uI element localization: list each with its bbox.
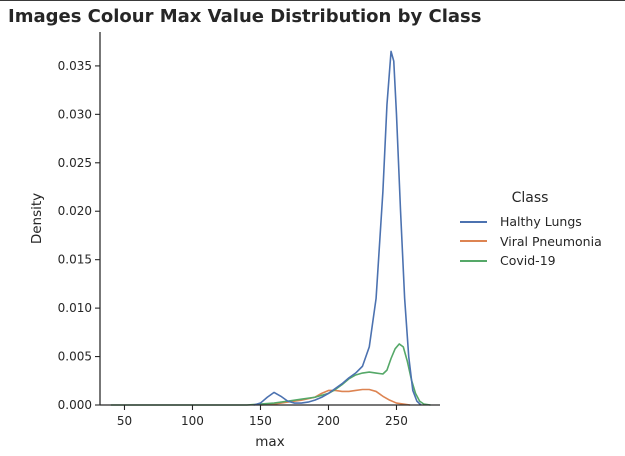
y-tick-label: 0.030 (58, 107, 92, 121)
legend-label: Viral Pneumonia (500, 233, 602, 249)
series-line-viral-pneumonia (260, 388, 411, 406)
series-line-covid-19 (110, 343, 431, 406)
y-tick-label: 0.000 (58, 398, 92, 412)
top-border-line (0, 0, 625, 1)
x-tick-label: 100 (181, 414, 204, 428)
y-tick-label: 0.020 (58, 204, 92, 218)
x-tick-label: 50 (117, 414, 132, 428)
legend-label: Covid-19 (500, 253, 556, 269)
y-axis-label: Density (29, 193, 45, 244)
legend-swatch (460, 240, 487, 243)
x-ticks: 50 100 150 200 250 (117, 405, 408, 428)
x-tick-label: 250 (385, 414, 408, 428)
legend-item-halthy-lungs: Halthy Lungs (460, 212, 602, 232)
series-layer (110, 50, 431, 406)
x-axis-label: max (255, 434, 284, 450)
y-tick-label: 0.010 (58, 301, 92, 315)
y-tick-label: 0.005 (58, 350, 92, 364)
y-ticks: 0.000 0.005 0.010 0.015 0.020 0.025 0.030 0.035 (58, 59, 100, 412)
x-tick-label: 200 (317, 414, 340, 428)
legend-title: Class (511, 190, 549, 206)
y-tick-label: 0.025 (58, 156, 92, 170)
legend: Class Halthy Lungs Viral Pneumonia Covid-1… (460, 190, 602, 271)
legend-label: Halthy Lungs (500, 214, 582, 230)
legend-item-viral-pneumonia: Viral Pneumonia (460, 232, 602, 252)
chart-title: Images Colour Max Value Distribution by … (8, 6, 482, 27)
y-tick-label: 0.035 (58, 59, 92, 73)
legend-item-covid-19: Covid-19 (460, 251, 602, 271)
y-tick-label: 0.015 (58, 253, 92, 267)
legend-swatch (460, 259, 487, 262)
series-line-halthy-lungs (253, 50, 422, 406)
legend-items: Halthy Lungs Viral Pneumonia Covid-19 (460, 212, 602, 271)
legend-swatch (460, 220, 487, 223)
x-tick-label: 150 (249, 414, 272, 428)
